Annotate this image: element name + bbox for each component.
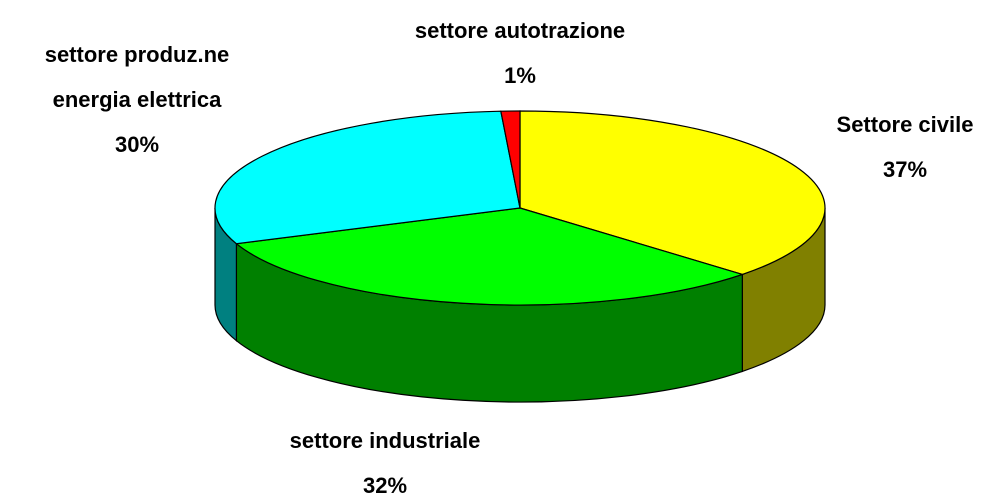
slice-label: settore produz.ne energia elettrica 30% xyxy=(12,32,262,167)
value-label: 37% xyxy=(882,157,928,182)
slice-label: settore autotrazione 1% xyxy=(415,8,625,98)
value-label: 30% xyxy=(114,132,160,157)
pie-slice xyxy=(214,110,521,245)
value-label: 32% xyxy=(362,473,408,498)
pie-slice xyxy=(519,110,826,276)
slice-label: settore industriale 32% xyxy=(290,418,481,498)
slice-label: Settore civile 37% xyxy=(837,102,974,192)
category-label: settore autotrazione xyxy=(414,18,626,43)
value-label: 1% xyxy=(504,63,536,88)
category-label: settore produz.ne energia elettrica xyxy=(44,42,230,112)
pie-slice xyxy=(500,110,521,209)
category-label: settore industriale xyxy=(289,428,481,453)
category-label: Settore civile xyxy=(836,112,974,137)
pie-slice xyxy=(234,207,745,306)
